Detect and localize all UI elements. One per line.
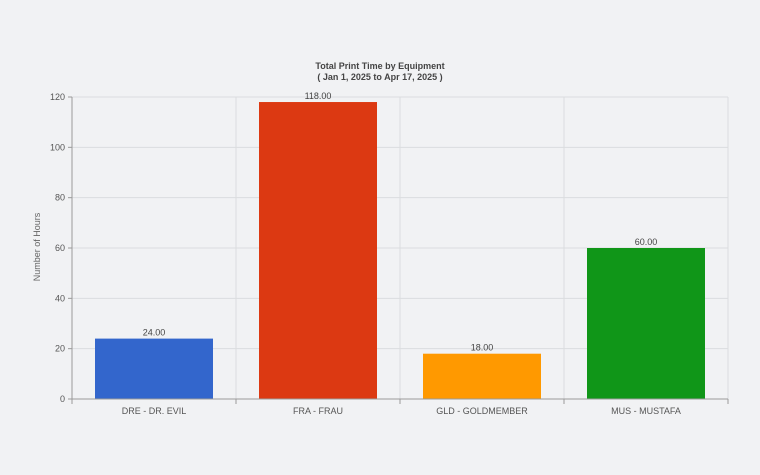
x-category-label: MUS - MUSTAFA — [611, 406, 681, 416]
y-tick-label: 20 — [55, 344, 65, 354]
chart-title: Total Print Time by Equipment — [315, 61, 444, 71]
chart-subtitle: ( Jan 1, 2025 to Apr 17, 2025 ) — [317, 72, 442, 82]
y-tick-label: 80 — [55, 193, 65, 203]
axes — [68, 96, 729, 404]
bar-value-label: 24.00 — [143, 328, 166, 338]
x-category-label: GLD - GOLDMEMBER — [436, 406, 528, 416]
labels: 0 20 40 60 80 100 120 24.00 DRE - DR. EVIL 118.00… — [50, 91, 681, 416]
y-tick-label: 100 — [50, 142, 65, 152]
x-category-label: FRA - FRAU — [293, 406, 343, 416]
bar[interactable] — [259, 102, 377, 400]
y-tick-label: 40 — [55, 293, 65, 303]
y-tick-label: 0 — [60, 394, 65, 404]
bar[interactable] — [95, 338, 213, 399]
bars — [95, 102, 705, 400]
bar-value-label: 118.00 — [305, 91, 332, 101]
bar[interactable] — [587, 248, 705, 399]
gridlines — [72, 96, 729, 399]
bar-value-label: 60.00 — [635, 237, 658, 247]
x-category-label: DRE - DR. EVIL — [122, 406, 187, 416]
bar[interactable] — [423, 353, 541, 399]
bar-value-label: 18.00 — [471, 343, 494, 353]
y-tick-label: 60 — [55, 243, 65, 253]
y-tick-label: 120 — [50, 92, 65, 102]
y-axis-title: Number of Hours — [32, 212, 42, 281]
